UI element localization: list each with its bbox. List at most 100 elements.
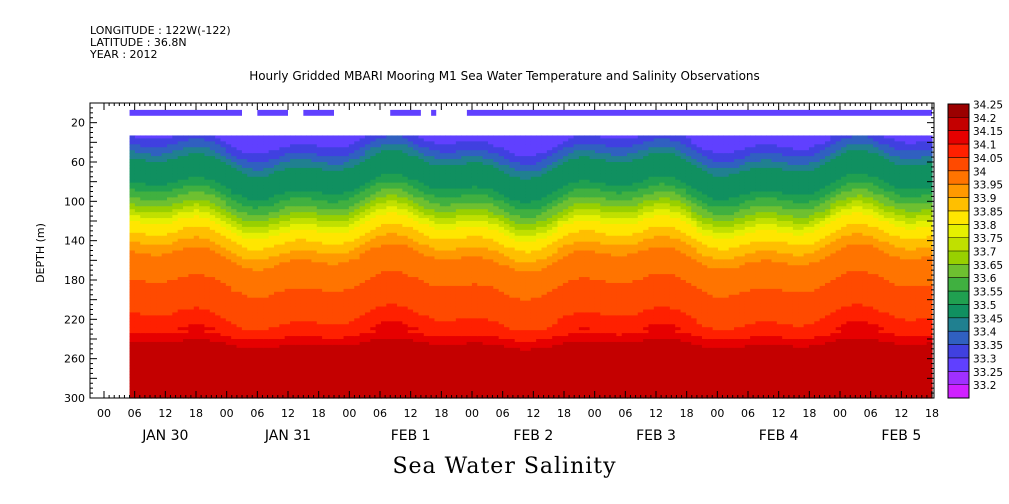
contour-cell xyxy=(183,380,189,384)
contour-cell xyxy=(156,250,163,255)
contour-cell xyxy=(188,170,195,175)
contour-cell xyxy=(220,223,227,228)
contour-cell xyxy=(295,209,302,213)
contour-cell xyxy=(183,226,189,231)
contour-cell xyxy=(209,386,216,390)
contour-cell xyxy=(150,380,157,384)
contour-cell xyxy=(263,141,270,145)
contour-cell xyxy=(172,274,179,278)
contour-cell xyxy=(311,333,318,337)
contour-cell xyxy=(220,167,227,172)
contour-cell xyxy=(145,356,152,361)
contour-cell xyxy=(236,321,243,325)
contour-cell xyxy=(209,182,216,187)
contour-cell xyxy=(236,297,243,302)
contour-cell xyxy=(134,253,141,257)
contour-cell xyxy=(167,377,173,381)
contour-cell xyxy=(204,156,211,160)
contour-cell xyxy=(167,170,173,175)
contour-cell xyxy=(129,333,136,337)
contour-cell xyxy=(236,347,243,352)
contour-cell xyxy=(306,303,313,308)
contour-cell xyxy=(252,191,259,196)
contour-cell xyxy=(140,365,147,370)
contour-cell xyxy=(167,203,173,207)
contour-cell xyxy=(129,229,136,234)
contour-cell xyxy=(316,215,323,219)
contour-cell xyxy=(204,353,211,358)
contour-cell xyxy=(183,368,189,373)
contour-cell xyxy=(225,392,232,396)
contour-cell xyxy=(231,362,238,367)
contour-cell xyxy=(150,291,157,296)
contour-cell xyxy=(172,156,179,160)
contour-cell xyxy=(167,268,173,272)
contour-cell xyxy=(274,212,280,216)
contour-cell xyxy=(183,223,189,228)
contour-cell xyxy=(263,135,270,139)
contour-cell xyxy=(167,274,173,278)
contour-cell xyxy=(241,218,248,222)
contour-cell xyxy=(129,280,136,284)
contour-cell xyxy=(295,156,302,160)
contour-cell xyxy=(311,156,318,160)
contour-cell xyxy=(290,327,296,331)
contour-cell xyxy=(220,362,227,367)
contour-cell xyxy=(268,336,275,340)
contour-cell xyxy=(140,167,147,172)
contour-cell xyxy=(177,333,184,337)
contour-cell xyxy=(231,194,238,198)
contour-cell xyxy=(263,188,270,193)
contour-cell xyxy=(306,241,313,246)
contour-cell xyxy=(150,226,157,231)
contour-cell xyxy=(188,147,195,151)
contour-cell xyxy=(183,321,189,325)
contour-cell xyxy=(188,209,195,213)
contour-cell xyxy=(300,377,307,381)
contour-cell xyxy=(172,303,179,308)
contour-cell xyxy=(231,344,238,349)
contour-cell xyxy=(300,162,307,166)
contour-cell xyxy=(129,209,136,213)
contour-cell xyxy=(167,288,173,293)
contour-cell xyxy=(263,162,270,166)
contour-cell xyxy=(247,138,254,142)
contour-cell xyxy=(193,288,200,293)
contour-cell xyxy=(167,223,173,228)
contour-cell xyxy=(209,383,216,387)
contour-cell xyxy=(150,383,157,387)
contour-cell xyxy=(306,386,313,390)
contour-cell xyxy=(177,271,184,275)
contour-cell xyxy=(295,241,302,246)
contour-cell xyxy=(295,256,302,260)
contour-cell xyxy=(156,362,163,367)
contour-cell xyxy=(252,144,259,148)
contour-cell xyxy=(295,291,302,296)
contour-cell xyxy=(220,347,227,352)
contour-cell xyxy=(295,362,302,367)
contour-cell xyxy=(279,306,286,311)
contour-cell xyxy=(193,235,200,240)
contour-cell xyxy=(188,197,195,201)
contour-cell xyxy=(263,341,270,346)
contour-cell xyxy=(279,179,286,184)
contour-cell xyxy=(231,176,238,181)
contour-cell xyxy=(150,327,157,331)
contour-cell xyxy=(284,327,291,331)
contour-cell xyxy=(316,330,323,334)
contour-cell xyxy=(316,182,323,187)
contour-cell xyxy=(316,386,323,390)
contour-cell xyxy=(209,247,216,252)
contour-cell xyxy=(268,309,275,314)
contour-cell xyxy=(236,392,243,396)
contour-cell xyxy=(204,339,211,343)
contour-cell xyxy=(215,176,222,181)
contour-cell xyxy=(257,321,264,325)
contour-cell xyxy=(145,312,152,316)
contour-cell xyxy=(311,347,318,352)
contour-cell xyxy=(290,156,296,160)
contour-cell xyxy=(161,206,168,210)
contour-cell xyxy=(225,306,232,311)
contour-cell xyxy=(300,135,307,139)
contour-cell xyxy=(279,395,286,399)
